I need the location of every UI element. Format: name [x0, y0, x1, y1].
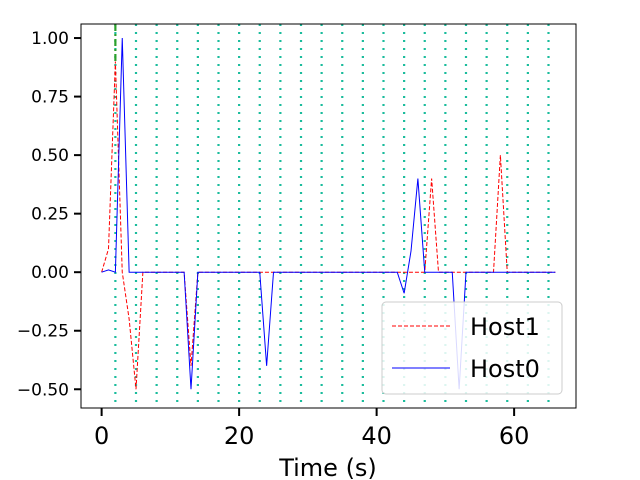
y-tick-label: 0.75 [31, 88, 69, 108]
plot-frame [80, 23, 577, 409]
legend: Host1 Host0 [381, 301, 563, 395]
y-tick-label: 0.50 [31, 146, 69, 166]
y-tick-label: 1.00 [31, 29, 69, 49]
y-tick-label: −0.25 [17, 322, 69, 342]
y-tick-label: 0.00 [31, 263, 69, 283]
y-axis: −0.50 −0.25 0.00 0.25 0.50 0.75 1.00 [17, 29, 81, 400]
y-tick-label: 0.25 [31, 205, 69, 225]
x-axis-label: Time (s) [278, 454, 377, 480]
x-axis: 0 20 40 60 [94, 408, 529, 450]
x-tick-label: 40 [361, 422, 392, 450]
x-tick-label: 60 [499, 422, 530, 450]
legend-label-host1: Host1 [470, 313, 540, 341]
series-line-host0 [101, 38, 556, 390]
series-lines [101, 38, 556, 390]
x-tick-label: 0 [94, 422, 109, 450]
legend-box [381, 301, 563, 395]
x-tick-label: 20 [224, 422, 255, 450]
legend-label-host0: Host0 [470, 355, 540, 383]
y-tick-label: −0.50 [17, 380, 69, 400]
